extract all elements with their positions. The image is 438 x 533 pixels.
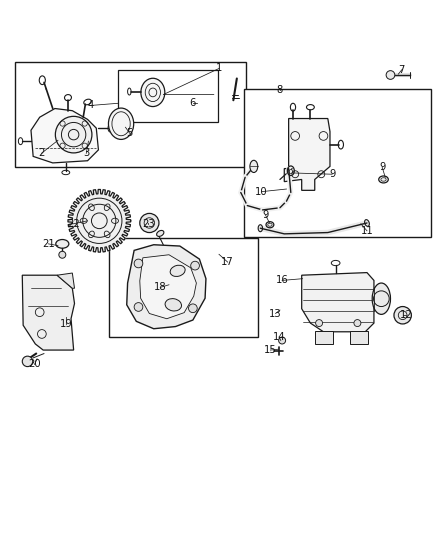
Ellipse shape — [250, 160, 258, 173]
Text: 15: 15 — [264, 345, 277, 355]
Polygon shape — [31, 109, 99, 163]
Text: 22: 22 — [67, 219, 80, 229]
Circle shape — [55, 116, 92, 153]
Text: 16: 16 — [276, 276, 289, 286]
Polygon shape — [284, 118, 330, 190]
Polygon shape — [140, 255, 196, 319]
Text: 5: 5 — [127, 128, 133, 139]
Ellipse shape — [109, 108, 134, 140]
Text: 9: 9 — [262, 210, 269, 220]
Polygon shape — [22, 275, 74, 350]
Circle shape — [354, 320, 361, 327]
Polygon shape — [127, 245, 206, 329]
Circle shape — [140, 213, 159, 232]
Ellipse shape — [56, 239, 69, 248]
Text: 14: 14 — [273, 332, 286, 342]
Text: 20: 20 — [28, 359, 41, 369]
Ellipse shape — [379, 176, 389, 183]
Text: 4: 4 — [88, 100, 94, 110]
Circle shape — [22, 356, 33, 367]
Text: 12: 12 — [400, 310, 413, 320]
Circle shape — [134, 259, 143, 268]
Ellipse shape — [165, 298, 181, 311]
Ellipse shape — [372, 283, 391, 314]
Circle shape — [191, 261, 199, 270]
Text: 23: 23 — [142, 219, 155, 229]
Text: 7: 7 — [399, 65, 405, 75]
Text: 10: 10 — [255, 187, 268, 197]
Circle shape — [394, 306, 411, 324]
Circle shape — [134, 303, 143, 311]
Bar — [315, 332, 333, 344]
Polygon shape — [302, 272, 374, 332]
Bar — [118, 70, 218, 122]
Circle shape — [59, 251, 66, 258]
Circle shape — [188, 304, 197, 313]
Ellipse shape — [266, 222, 274, 228]
Circle shape — [279, 337, 286, 344]
Text: 6: 6 — [190, 98, 196, 108]
Ellipse shape — [141, 78, 165, 107]
Text: 8: 8 — [277, 85, 283, 95]
Bar — [110, 238, 258, 337]
Text: 13: 13 — [269, 309, 282, 319]
Text: 1: 1 — [216, 63, 222, 74]
Bar — [15, 62, 246, 167]
Text: 2: 2 — [38, 148, 45, 158]
Polygon shape — [57, 273, 74, 288]
Text: 17: 17 — [221, 257, 234, 267]
Ellipse shape — [170, 265, 185, 277]
Polygon shape — [68, 189, 131, 252]
Text: 9: 9 — [379, 162, 385, 172]
Circle shape — [316, 320, 322, 327]
Text: 3: 3 — [83, 148, 89, 158]
Bar — [350, 332, 368, 344]
Text: 18: 18 — [154, 282, 166, 293]
Ellipse shape — [157, 230, 164, 237]
Text: 9: 9 — [329, 169, 336, 179]
Text: 21: 21 — [42, 239, 55, 249]
Circle shape — [386, 71, 395, 79]
Text: 11: 11 — [360, 226, 373, 236]
Bar — [244, 89, 431, 237]
Text: 19: 19 — [60, 319, 72, 329]
